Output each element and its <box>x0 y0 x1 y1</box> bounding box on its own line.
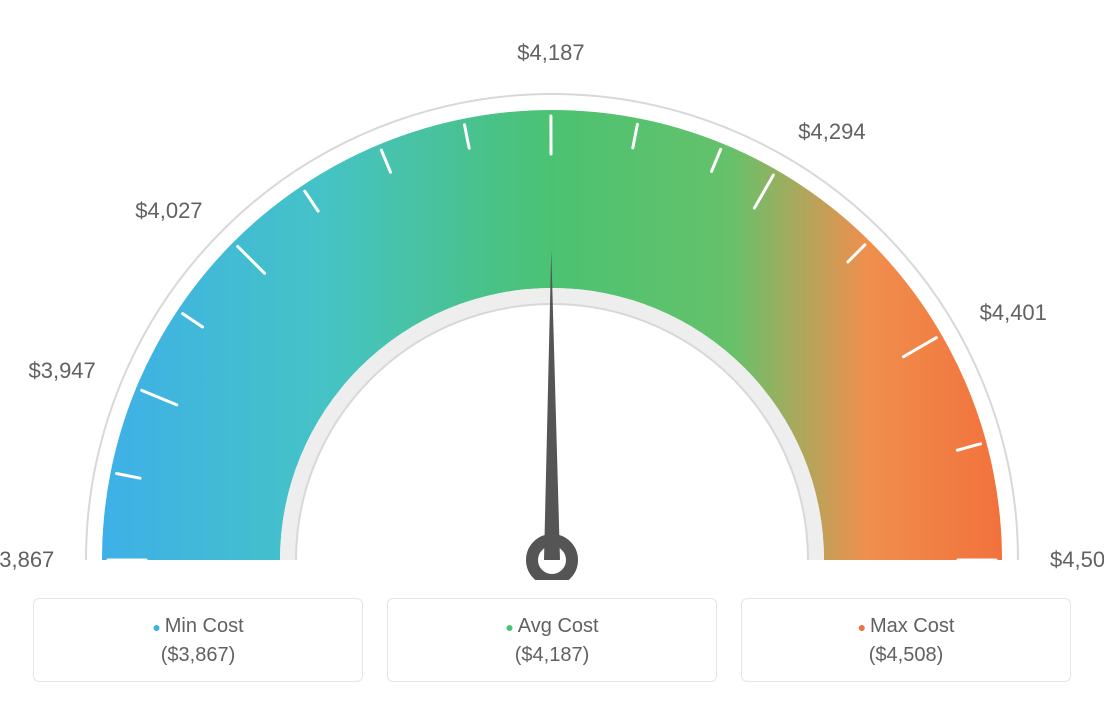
gauge-tick-label: $3,867 <box>0 547 54 573</box>
avg-cost-card: Avg Cost ($4,187) <box>387 598 717 682</box>
summary-cards: Min Cost ($3,867) Avg Cost ($4,187) Max … <box>20 598 1084 682</box>
gauge-tick-label: $4,294 <box>798 119 865 145</box>
gauge-tick-label: $4,508 <box>1050 547 1104 573</box>
gauge-tick-label: $3,947 <box>28 358 95 384</box>
gauge-tick-label: $4,027 <box>135 198 202 224</box>
min-cost-value: ($3,867) <box>54 644 342 667</box>
min-cost-card: Min Cost ($3,867) <box>33 598 363 682</box>
avg-cost-title: Avg Cost <box>408 615 696 638</box>
gauge-svg <box>20 20 1084 580</box>
max-cost-card: Max Cost ($4,508) <box>741 598 1071 682</box>
min-cost-title: Min Cost <box>54 615 342 638</box>
gauge-tick-label: $4,401 <box>980 300 1047 326</box>
max-cost-title: Max Cost <box>762 615 1050 638</box>
avg-cost-value: ($4,187) <box>408 644 696 667</box>
max-cost-value: ($4,508) <box>762 644 1050 667</box>
cost-gauge-chart: $3,867$3,947$4,027$4,187$4,294$4,401$4,5… <box>20 20 1084 580</box>
gauge-tick-label: $4,187 <box>517 40 584 66</box>
